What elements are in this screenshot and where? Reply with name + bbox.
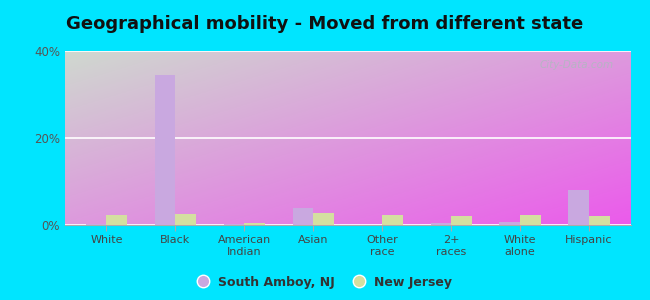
Bar [382, 215, 403, 225]
Bar [520, 215, 541, 225]
Bar [430, 223, 451, 225]
Bar [244, 223, 265, 225]
Bar [499, 221, 520, 225]
Bar [569, 190, 589, 225]
Legend: South Amboy, NJ, New Jersey: South Amboy, NJ, New Jersey [193, 271, 457, 294]
Text: City-Data.com: City-Data.com [540, 60, 614, 70]
Bar [451, 216, 472, 225]
Bar [155, 75, 176, 225]
Bar [107, 215, 127, 225]
Bar [589, 216, 610, 225]
Bar [292, 208, 313, 225]
Bar [86, 224, 107, 225]
Bar [224, 224, 244, 225]
Bar [313, 213, 334, 225]
Bar [176, 214, 196, 225]
Text: Geographical mobility - Moved from different state: Geographical mobility - Moved from diffe… [66, 15, 584, 33]
